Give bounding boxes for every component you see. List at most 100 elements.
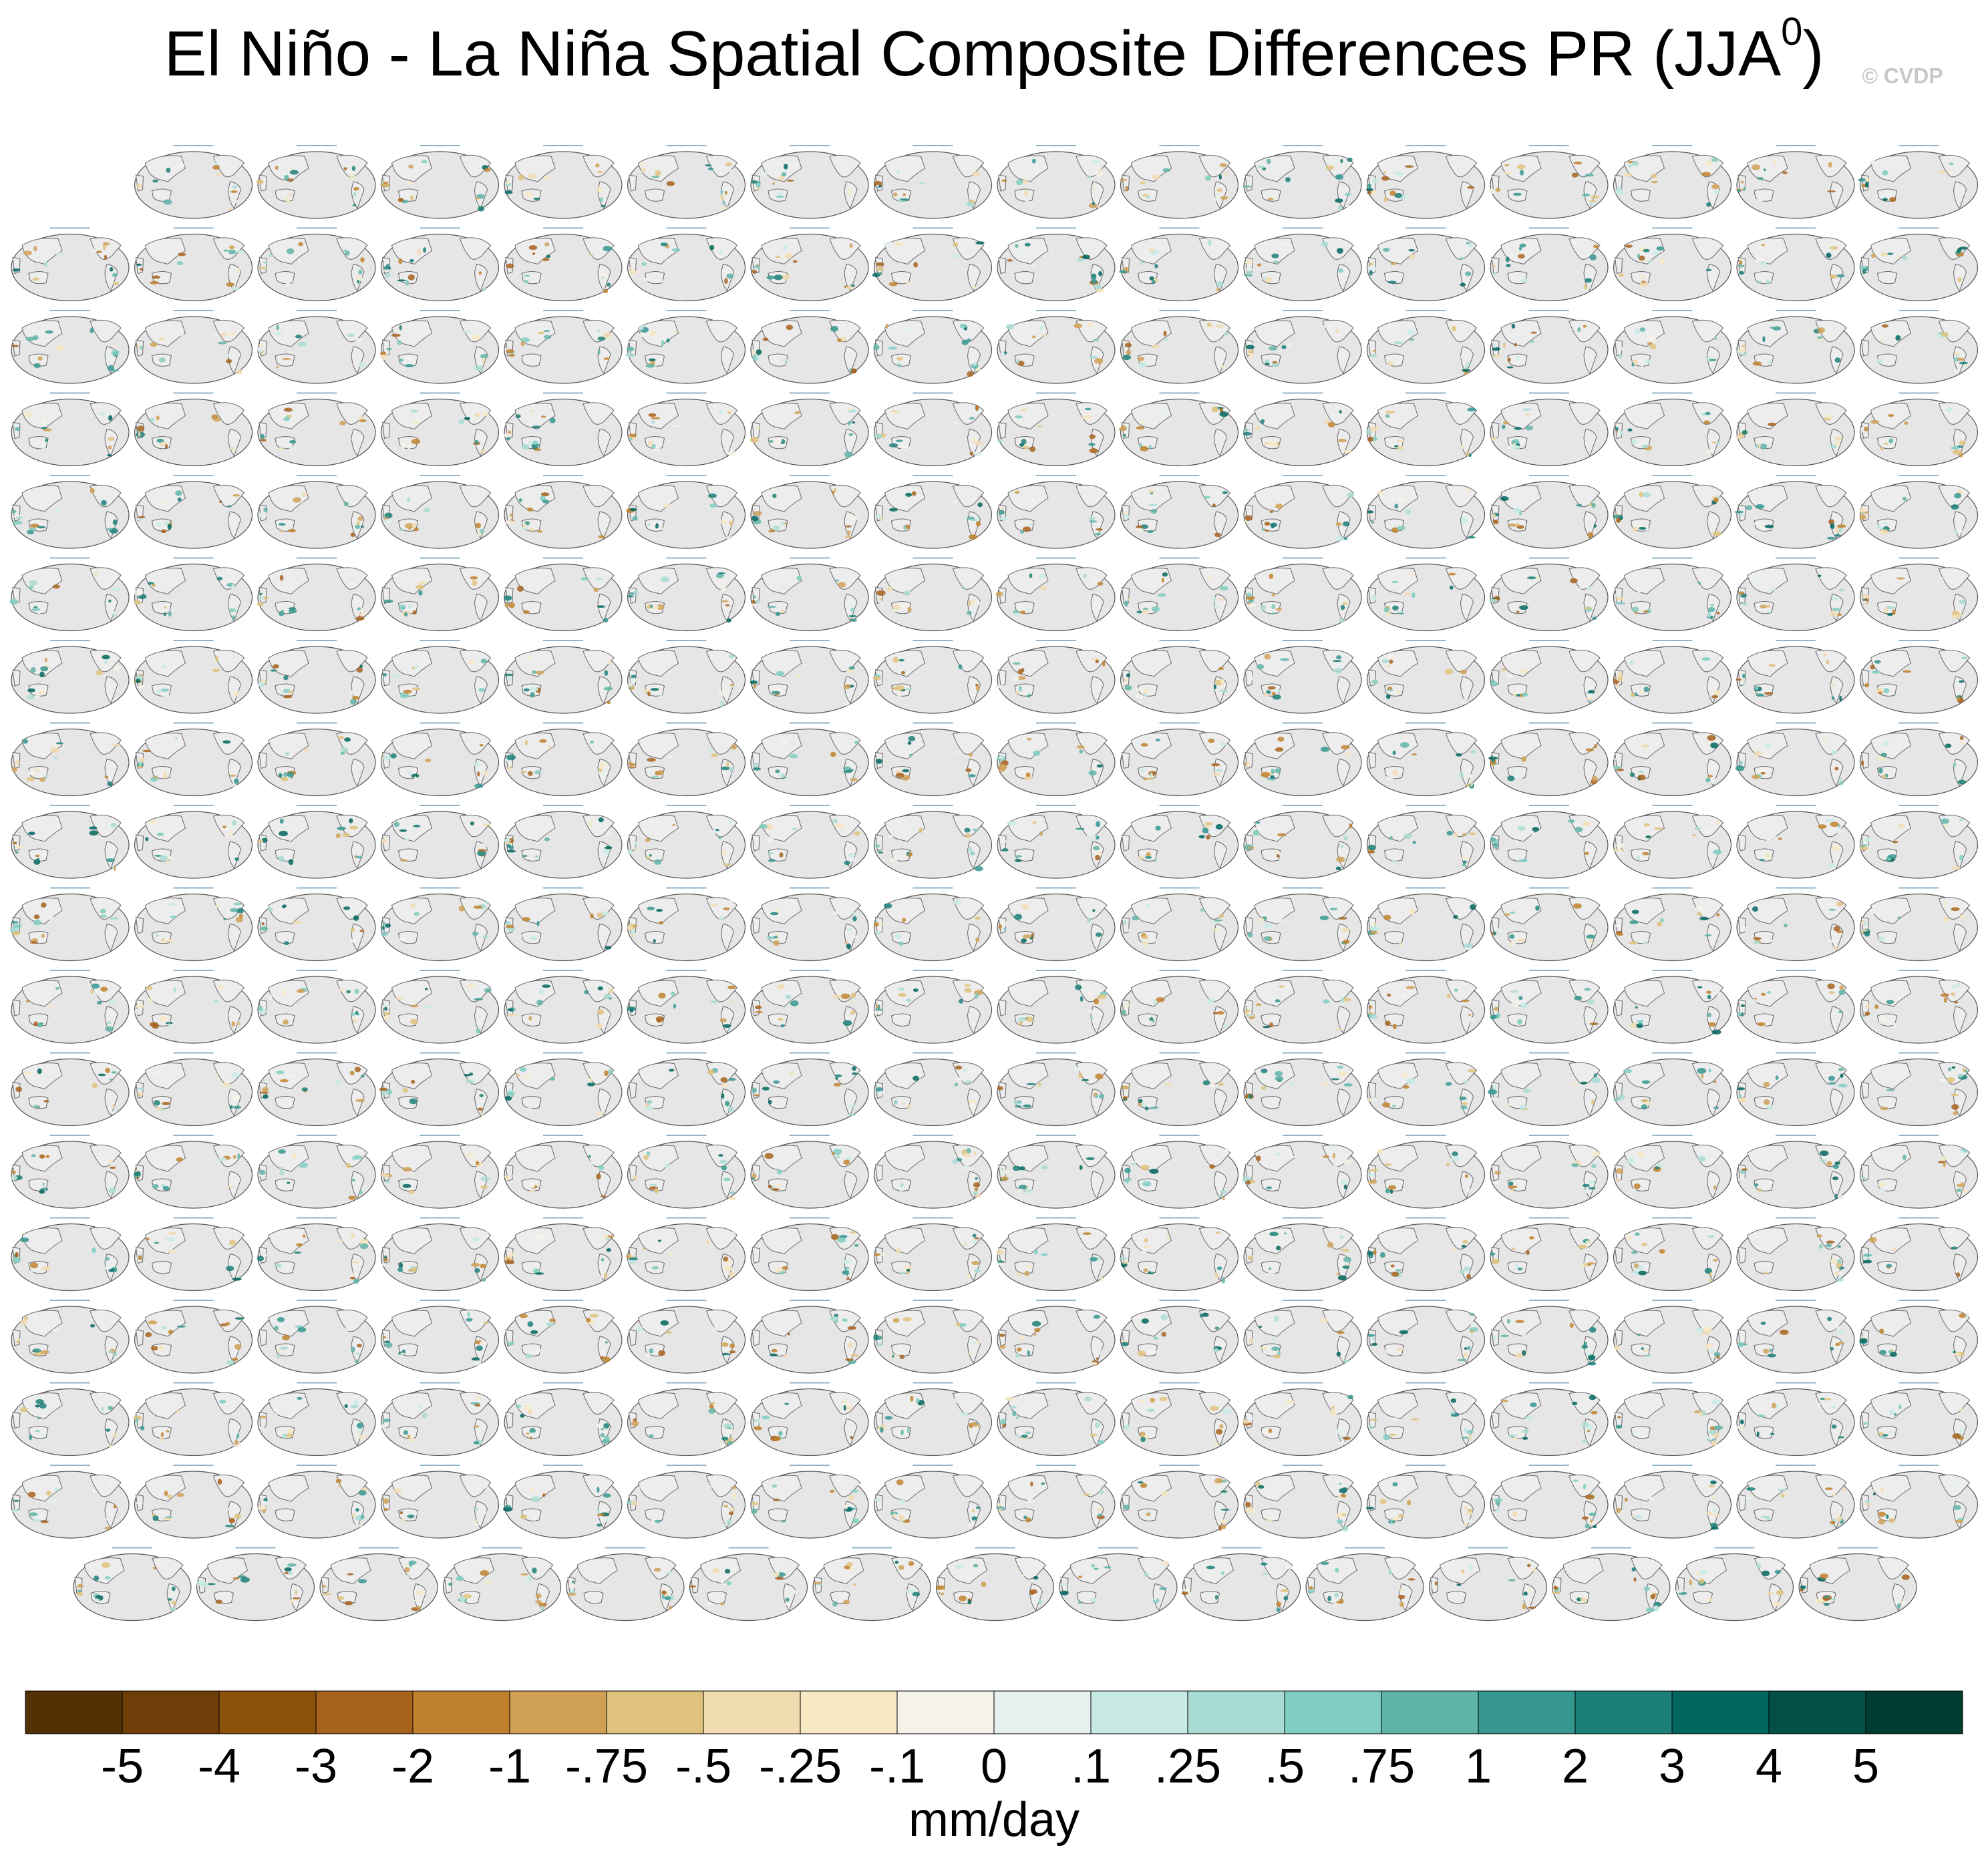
map-anomaly	[1614, 592, 1622, 597]
map-anomaly	[1271, 592, 1276, 597]
map-anomaly	[1403, 833, 1412, 839]
map-anomaly	[1882, 170, 1888, 176]
map-anomaly	[1835, 439, 1840, 446]
map-anomaly	[1583, 607, 1592, 610]
map-anomaly	[349, 825, 359, 829]
map-land	[1213, 923, 1228, 952]
map-anomaly	[424, 508, 430, 513]
map-anomaly	[1869, 908, 1876, 914]
map-panel	[11, 1052, 130, 1127]
map-anomaly	[589, 1160, 595, 1165]
map-anomaly	[1950, 446, 1960, 450]
map-anomaly	[722, 1024, 731, 1028]
map-anomaly	[258, 266, 267, 269]
map-anomaly	[402, 1183, 411, 1188]
map-anomaly	[1248, 599, 1254, 602]
map-anomaly	[1941, 818, 1949, 824]
map-anomaly	[889, 858, 898, 863]
map-anomaly	[1637, 774, 1646, 781]
map-panel	[504, 227, 623, 302]
map-anomaly	[904, 688, 913, 691]
map-anomaly	[413, 527, 419, 532]
map-anomaly	[1271, 691, 1276, 696]
map-panel	[257, 392, 376, 467]
map-anomaly	[905, 998, 912, 1002]
map-anomaly	[1094, 284, 1102, 290]
map-land	[1870, 568, 1912, 595]
map-anomaly	[959, 998, 963, 1004]
map-anomaly	[996, 1249, 1004, 1256]
map-anomaly	[766, 936, 776, 940]
map-anomaly	[1349, 823, 1353, 829]
map-anomaly	[629, 269, 637, 275]
map-anomaly	[405, 364, 414, 367]
map-anomaly	[166, 168, 171, 173]
map-land	[1737, 999, 1746, 1016]
map-anomaly	[895, 772, 904, 778]
map-anomaly	[162, 775, 168, 779]
map-anomaly	[968, 534, 978, 540]
map-anomaly	[1877, 1022, 1881, 1026]
map-anomaly	[504, 1175, 510, 1178]
map-anomaly	[259, 1091, 269, 1094]
map-anomaly	[166, 939, 173, 943]
map-anomaly	[1335, 655, 1342, 660]
map-land	[1460, 593, 1474, 622]
map-anomaly	[1383, 607, 1390, 613]
map-anomaly	[1525, 413, 1530, 417]
map-land	[1830, 181, 1844, 210]
map-anomaly	[725, 162, 732, 166]
map-land	[521, 1096, 542, 1109]
map-anomaly	[1701, 657, 1711, 661]
map-anomaly	[647, 906, 655, 911]
map-anomaly	[1095, 932, 1102, 937]
map-anomaly	[1957, 357, 1965, 361]
map-anomaly	[1385, 694, 1391, 699]
map-anomaly	[1148, 444, 1152, 449]
map-anomaly	[1954, 1269, 1959, 1272]
map-anomaly	[1243, 274, 1253, 276]
map-anomaly	[480, 1185, 488, 1189]
map-anomaly	[25, 337, 35, 341]
map-anomaly	[1467, 243, 1474, 248]
map-anomaly	[417, 248, 422, 255]
map-anomaly	[1015, 244, 1019, 248]
map-anomaly	[1285, 177, 1291, 182]
map-land	[227, 511, 242, 540]
map-anomaly	[230, 1105, 233, 1109]
map-land	[829, 319, 861, 343]
map-anomaly	[1520, 170, 1524, 176]
map-anomaly	[721, 766, 730, 771]
map-anomaly	[393, 821, 400, 827]
map-panel	[1613, 227, 1732, 302]
map-anomaly	[1491, 759, 1495, 763]
map-anomaly	[159, 1016, 168, 1021]
map-anomaly	[1631, 439, 1638, 445]
map-anomaly	[335, 1080, 342, 1085]
map-anomaly	[112, 519, 118, 526]
map-anomaly	[1015, 1272, 1023, 1276]
map-panel	[627, 1052, 746, 1127]
map-anomaly	[527, 173, 537, 179]
map-anomaly	[1260, 419, 1265, 424]
map-anomaly	[163, 612, 166, 616]
map-anomaly	[1956, 697, 1960, 701]
map-anomaly	[97, 412, 106, 415]
map-anomaly	[52, 584, 60, 589]
map-anomaly	[719, 195, 725, 200]
map-land	[1870, 733, 1912, 760]
map-anomaly	[1887, 692, 1892, 696]
map-anomaly	[1261, 771, 1271, 777]
map-anomaly	[1638, 255, 1645, 261]
map-anomaly	[1144, 914, 1149, 918]
map-panel	[872, 640, 993, 714]
map-panel	[380, 1300, 500, 1374]
map-land	[514, 650, 556, 677]
map-anomaly	[1897, 823, 1906, 828]
map-anomaly	[1512, 445, 1520, 450]
map-anomaly	[1651, 174, 1657, 178]
map-anomaly	[1039, 586, 1047, 590]
map-land	[1445, 1062, 1478, 1085]
map-anomaly	[1275, 608, 1283, 611]
map-anomaly	[288, 859, 294, 866]
